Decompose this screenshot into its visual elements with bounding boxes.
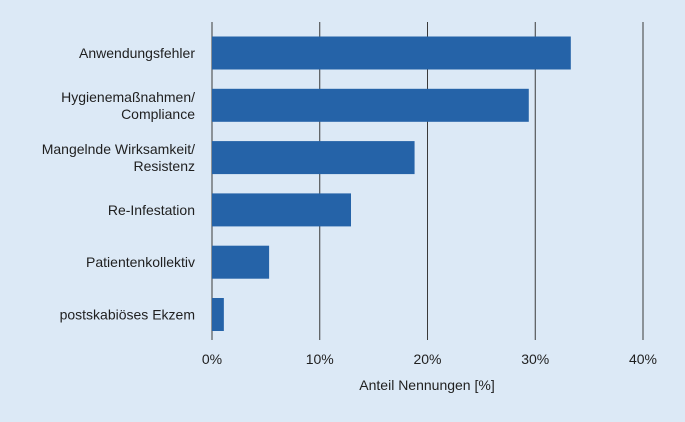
x-tick-label: 30% xyxy=(521,351,549,367)
x-axis-title: Anteil Nennungen [%] xyxy=(359,377,494,393)
bar-3 xyxy=(212,193,351,227)
category-label: Re-Infestation xyxy=(108,202,195,218)
category-label: Hygienemaßnahmen/Compliance xyxy=(61,89,195,122)
grid-lines xyxy=(211,22,644,340)
bar-2 xyxy=(212,141,415,175)
x-tick-label: 10% xyxy=(306,351,334,367)
x-tick-label: 20% xyxy=(413,351,441,367)
bar-5 xyxy=(212,298,224,331)
category-label-line: Mangelnde Wirksamkeit/ xyxy=(42,141,195,157)
x-tick-labels: 0% 10% 20% 30% 40% xyxy=(202,351,657,367)
category-labels: Anwendungsfehler Hygienemaßnahmen/Complia… xyxy=(42,45,196,323)
category-label-line: Hygienemaßnahmen/ xyxy=(61,89,195,105)
bar-4 xyxy=(212,245,270,279)
category-label-line: postskabiöses Ekzem xyxy=(60,307,195,323)
category-label: postskabiöses Ekzem xyxy=(60,307,195,323)
category-label-line: Compliance xyxy=(121,106,195,122)
x-tick-label: 0% xyxy=(202,351,222,367)
category-label-line: Re-Infestation xyxy=(108,202,195,218)
category-label: Anwendungsfehler xyxy=(79,45,195,61)
bar-0 xyxy=(212,36,571,70)
bar-1 xyxy=(212,88,529,122)
bars xyxy=(212,36,571,331)
category-label-line: Anwendungsfehler xyxy=(79,45,195,61)
category-label: Patientenkollektiv xyxy=(86,254,195,270)
x-tick-label: 40% xyxy=(629,351,657,367)
category-label: Mangelnde Wirksamkeit/Resistenz xyxy=(42,141,195,174)
category-label-line: Patientenkollektiv xyxy=(86,254,195,270)
category-label-line: Resistenz xyxy=(134,158,195,174)
